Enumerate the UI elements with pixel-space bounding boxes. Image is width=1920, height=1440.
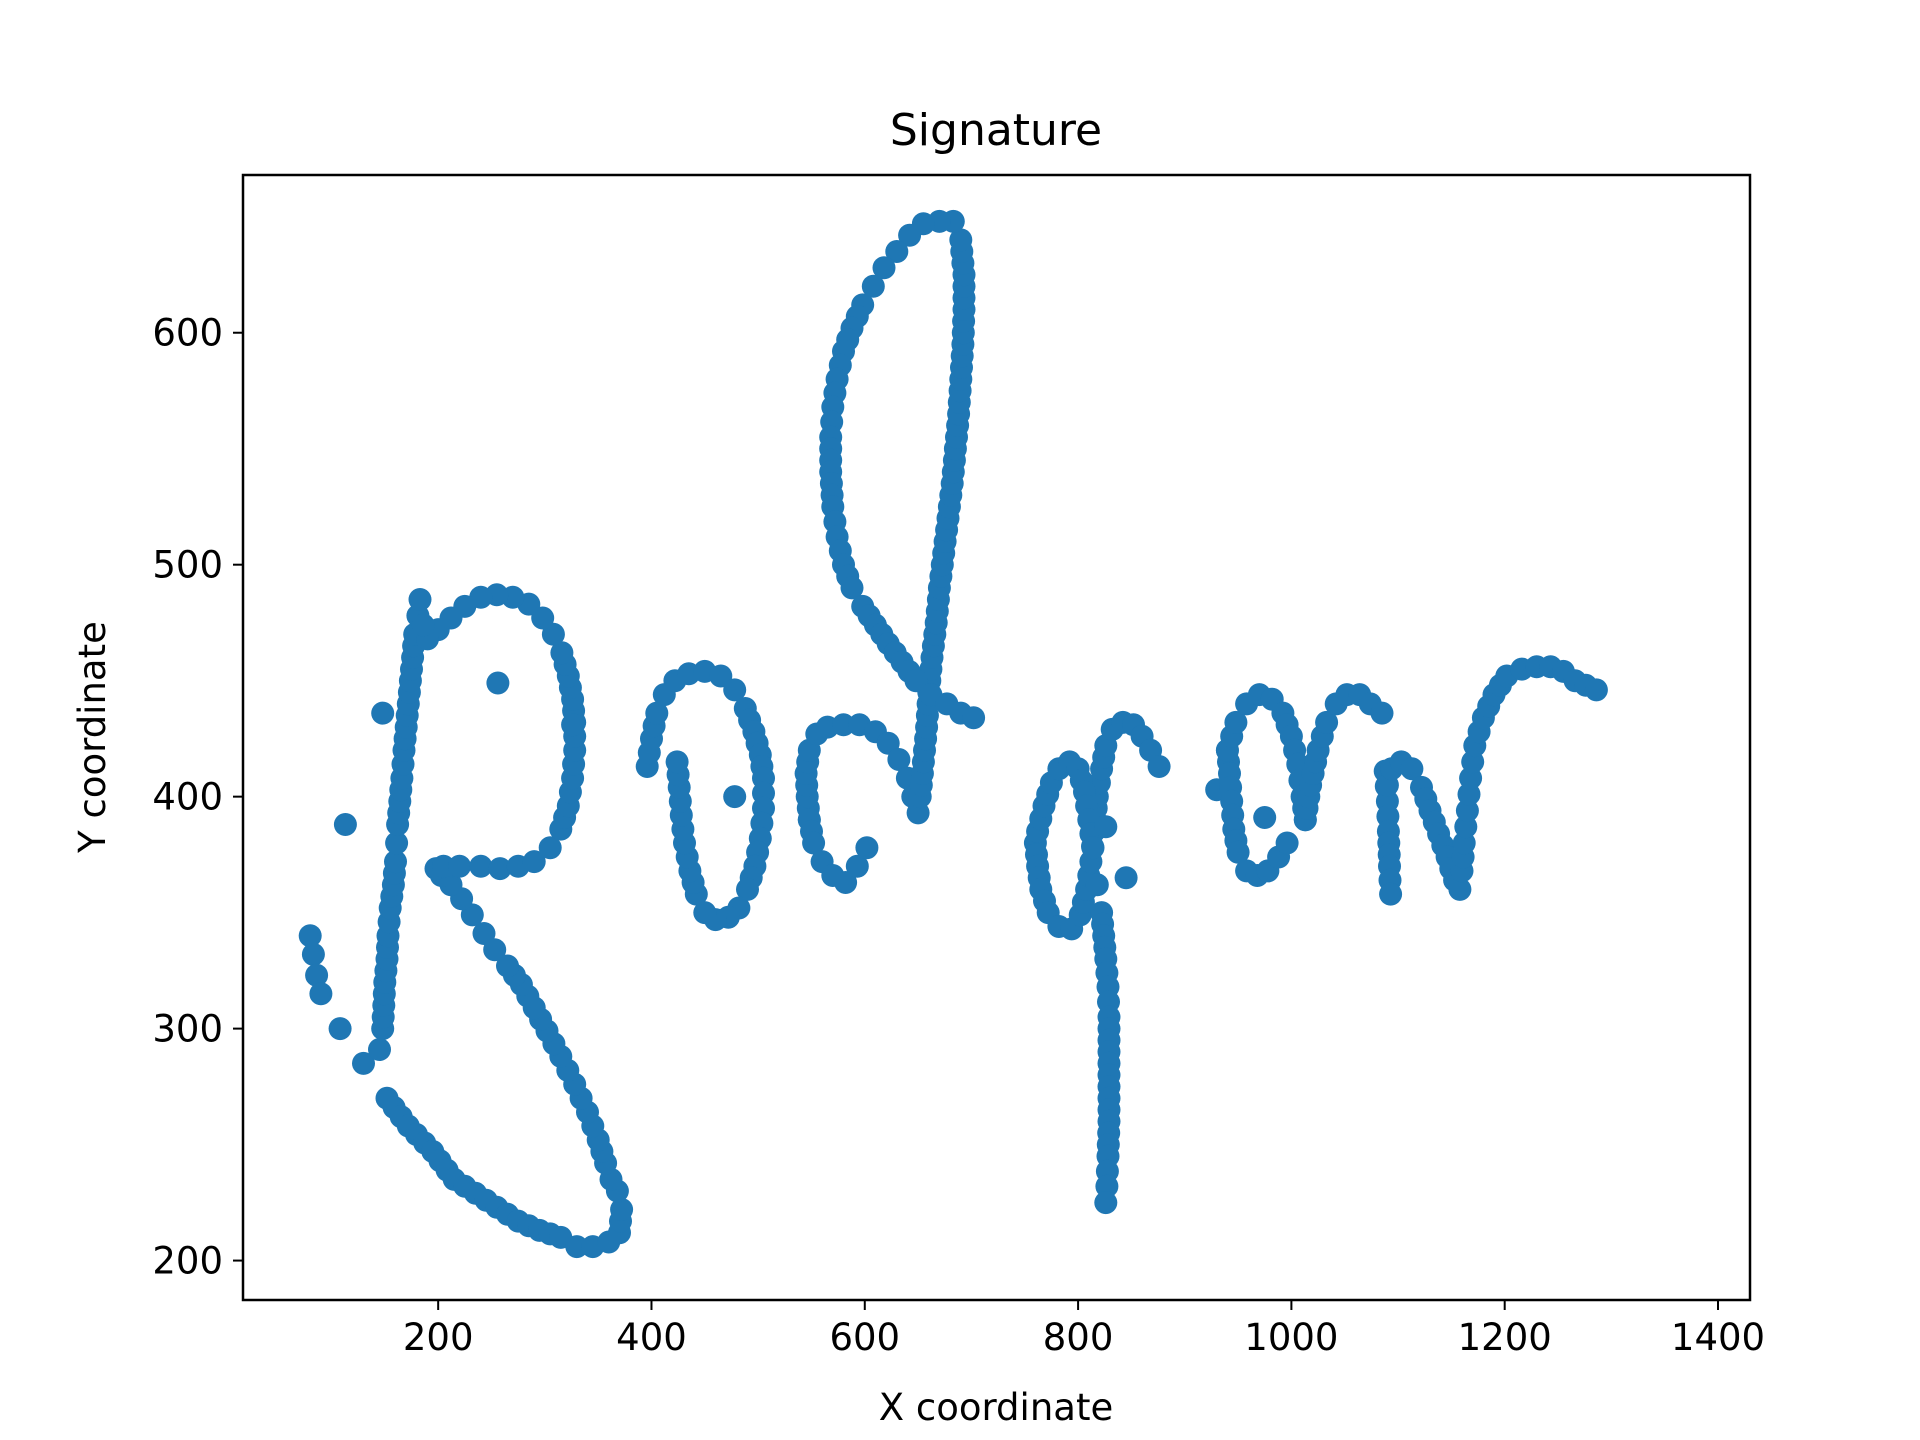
y-tick-label-200: 200 [152,1240,223,1283]
scatter-point-96 [432,854,455,878]
plot-area-frame [241,173,1752,1302]
scatter-point-334 [1094,815,1118,839]
scatter-point-242 [898,223,922,247]
scatter-point-160 [693,901,717,925]
y-axis-label: Y coordinate [71,621,114,854]
scatter-point-117 [550,641,574,665]
scatter-point-42 [408,588,432,611]
x-axis-ticks: 200 400 600 800 1000 1200 1400 [403,1300,1765,1359]
scatter-point-43 [371,701,395,725]
scatter-point-332 [1081,836,1105,860]
scatter-point-289 [855,836,879,860]
scatter-point-4 [328,1017,352,1041]
x-tick-label-600: 600 [829,1316,900,1359]
scatter-point-89 [483,938,507,962]
scatter-point-185 [876,731,900,755]
scatter-point-287 [834,871,858,894]
scatter-point-182 [832,713,855,737]
scatter-point-186 [887,748,911,771]
scatter-point-64 [565,1235,589,1259]
y-tick-label-500: 500 [152,544,223,587]
scatter-point-102 [538,836,562,860]
x-tick-label-800: 800 [1043,1316,1114,1359]
scatter-point-284 [802,831,826,855]
scatter-point-369 [1226,840,1250,864]
scatter-point-244 [872,256,896,280]
scatter-point-172 [723,785,747,809]
scatter-point-1 [301,942,325,966]
scatter-point-88 [496,954,519,978]
scatter-point-156 [736,877,759,901]
scatter-point-2 [305,963,329,987]
scatter-point-238 [949,228,973,252]
scatter-point-359 [1094,1191,1118,1215]
scatter-point-281 [962,706,986,730]
scatter-point-101 [522,850,546,874]
x-tick-label-200: 200 [403,1316,474,1359]
scatter-point-428 [1448,877,1472,901]
x-tick-label-1400: 1400 [1671,1316,1765,1359]
y-tick-label-600: 600 [152,312,223,355]
scatter-point-90 [472,922,496,945]
scatter-point-141 [723,678,747,702]
scatter-point-91 [460,903,484,927]
scatter-point-335 [1114,866,1138,890]
scatter-point-404 [1370,701,1394,725]
y-axis-ticks: 200 300 400 500 600 [152,312,243,1283]
scatter-point-277 [904,669,928,693]
x-tick-label-400: 400 [616,1316,687,1359]
scatter-point-98 [469,854,493,878]
x-axis-label: X coordinate [879,1386,1113,1429]
y-tick-label-300: 300 [152,1008,223,1051]
chart-title: Signature [890,105,1102,156]
scatter-point-119 [531,606,555,630]
x-tick-label-1000: 1000 [1244,1316,1338,1359]
scatter-point-399 [1315,710,1339,734]
scatter-point-7 [368,1038,391,1061]
scatter-point-3 [309,982,333,1006]
scatter-point-97 [448,854,471,878]
scatter-point-6 [352,1051,375,1075]
scatter-point-69 [610,1198,634,1221]
scatter-point-5 [333,813,357,836]
x-tick-label-1200: 1200 [1458,1316,1552,1359]
scatter-point-418 [1400,757,1424,781]
scatter-point-23 [385,831,409,855]
scatter-points [298,209,1608,1259]
scatter-point-118 [541,622,565,646]
scatter-point-374 [1275,831,1299,855]
scatter-point-22 [384,850,407,874]
scatter-point-245 [861,274,885,298]
scatter-point-129 [486,671,510,695]
scatter-point-318 [1147,755,1171,778]
scatter-point-0 [298,924,322,948]
scatter-point-390 [1253,806,1277,829]
scatter-point-450 [1584,678,1608,702]
scatter-point-358 [1095,1174,1119,1198]
scatter-point-377 [1224,710,1248,734]
scatter-point-135 [645,701,669,725]
scatter-point-171 [665,750,689,774]
scatter-point-128 [411,613,435,637]
scatter-point-130 [561,713,585,737]
scatter-point-99 [488,857,512,881]
scatter-point-268 [840,576,864,600]
scatter-point-288 [845,854,869,878]
y-tick-label-400: 400 [152,776,223,819]
scatter-point-243 [885,240,909,263]
scatter-point-414 [1379,882,1403,906]
scatter-point-140 [709,664,733,688]
scatter-point-333 [1085,873,1109,897]
